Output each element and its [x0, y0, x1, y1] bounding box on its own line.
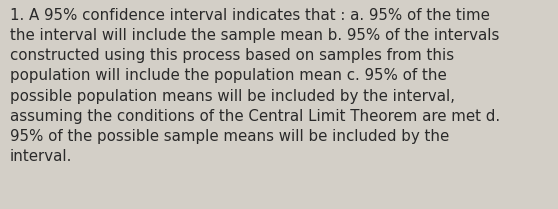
Text: 1. A 95% confidence interval indicates that : a. 95% of the time
the interval wi: 1. A 95% confidence interval indicates t…: [10, 8, 500, 164]
